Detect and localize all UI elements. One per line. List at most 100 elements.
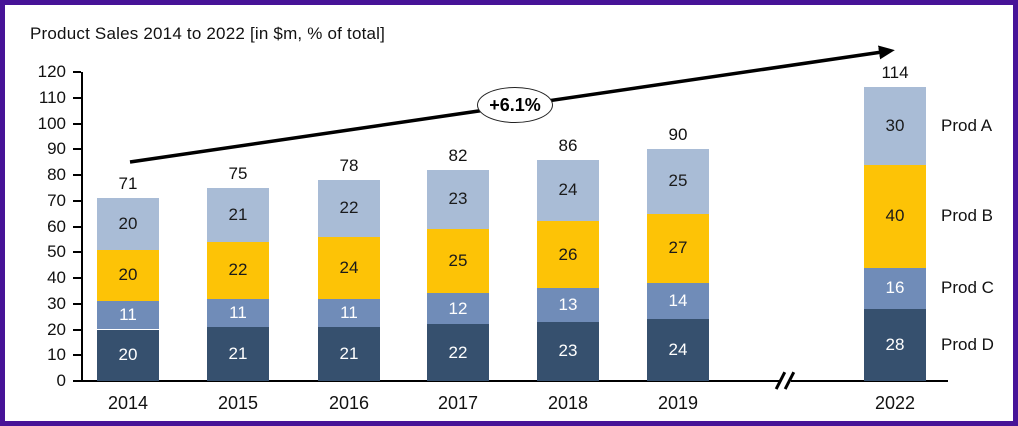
bar-segment-prod-b: 40: [864, 164, 926, 268]
growth-annotation: +6.1%: [477, 87, 553, 123]
bar-segment-prod-d: 28: [864, 308, 926, 381]
x-axis-label: 2019: [657, 393, 699, 413]
legend-label-prod-b: Prod B: [941, 206, 993, 226]
total-label: 78: [339, 156, 359, 176]
segment-value: 21: [228, 343, 248, 363]
bar-segment-prod-b: 26: [537, 221, 599, 289]
segment-value: 23: [448, 189, 468, 209]
bar-segment-prod-a: 22: [318, 180, 380, 237]
y-tick-mark: [73, 277, 81, 279]
x-axis-label: 2017: [437, 393, 479, 413]
segment-value: 24: [558, 180, 578, 200]
total-label: 71: [118, 174, 138, 194]
y-tick-mark: [73, 302, 81, 305]
total-label: 75: [228, 163, 248, 183]
x-axis-line: [81, 380, 948, 382]
legend-label-prod-a: Prod A: [941, 116, 993, 136]
legend-label-prod-c: Prod C: [941, 278, 994, 298]
segment-value: 13: [558, 295, 578, 315]
segment-value: 22: [339, 198, 359, 218]
segment-value: 21: [339, 343, 359, 363]
x-axis-label: 2018: [547, 393, 589, 413]
segment-value: 20: [118, 213, 138, 233]
total-label: 114: [881, 63, 909, 83]
x-axis-label: 2015: [217, 393, 259, 413]
y-tick-label: 30: [47, 293, 66, 313]
bar-segment-prod-a: 24: [537, 159, 599, 222]
bar-segment-prod-d: 21: [318, 326, 380, 381]
y-tick-mark: [73, 251, 81, 254]
segment-value: 20: [118, 345, 138, 365]
bar-segment-prod-d: 24: [647, 319, 709, 381]
y-tick-label: 100: [37, 113, 66, 133]
axis-break-gap: [780, 376, 791, 387]
y-tick-mark: [73, 354, 81, 357]
bar-segment-prod-c: 12: [427, 293, 489, 325]
bar-segment-prod-c: 16: [864, 267, 926, 309]
total-label: 86: [558, 135, 578, 155]
y-tick-label: 120: [37, 62, 66, 81]
segment-value: 27: [668, 238, 688, 258]
bar-segment-prod-a: 20: [97, 198, 159, 250]
y-tick-mark: [73, 71, 81, 73]
segment-value: 24: [668, 340, 688, 360]
bar-segment-prod-d: 21: [207, 326, 269, 381]
y-tick-mark: [73, 148, 81, 151]
y-tick-label: 20: [47, 319, 66, 339]
segment-value: 28: [885, 334, 905, 354]
total-label: 82: [448, 145, 468, 165]
segment-value: 40: [885, 206, 905, 226]
x-axis-label: 2016: [328, 393, 370, 413]
y-tick-label: 40: [47, 268, 66, 287]
total-label: 90: [668, 125, 688, 145]
bar-segment-prod-a: 30: [864, 87, 926, 165]
y-tick-mark: [73, 380, 81, 382]
y-tick-label: 80: [47, 165, 66, 184]
y-tick-label: 90: [47, 139, 66, 159]
y-tick-label: 110: [38, 87, 66, 107]
segment-value: 22: [228, 260, 248, 280]
segment-value: 12: [448, 298, 468, 318]
segment-value: 11: [229, 302, 247, 322]
segment-value: 16: [885, 278, 905, 298]
segment-value: 25: [448, 251, 468, 271]
segment-value: 24: [339, 257, 359, 277]
bar-segment-prod-c: 13: [537, 288, 599, 322]
bar-segment-prod-c: 14: [647, 283, 709, 320]
bar-segment-prod-d: 23: [537, 321, 599, 381]
segment-value: 25: [668, 171, 688, 191]
y-tick-label: 70: [47, 190, 66, 210]
y-tick-mark: [73, 174, 81, 176]
x-axis-label: 2022: [874, 393, 916, 413]
bar-segment-prod-a: 23: [427, 169, 489, 230]
growth-label: +6.1%: [489, 94, 541, 115]
y-tick-label: 60: [47, 216, 66, 236]
segment-value: 11: [119, 305, 137, 325]
segment-value: 22: [448, 342, 468, 362]
y-tick-label: 10: [47, 345, 66, 365]
bar-segment-prod-b: 25: [427, 229, 489, 294]
y-tick-mark: [73, 225, 81, 228]
segment-value: 23: [558, 341, 578, 361]
bar-segment-prod-d: 20: [97, 329, 159, 381]
y-axis-line: [81, 72, 83, 382]
bar-segment-prod-b: 22: [207, 241, 269, 299]
y-tick-mark: [73, 122, 81, 125]
bar-segment-prod-a: 25: [647, 149, 709, 214]
bar-segment-prod-c: 11: [97, 301, 159, 330]
bar-segment-prod-d: 22: [427, 324, 489, 381]
y-tick-label: 50: [47, 242, 66, 262]
segment-value: 20: [118, 265, 138, 285]
x-axis-label: 2014: [107, 393, 149, 413]
chart-title: Product Sales 2014 to 2022 [in $m, % of …: [30, 24, 386, 43]
legend-label-prod-d: Prod D: [941, 334, 994, 354]
segment-value: 30: [885, 116, 905, 136]
segment-value: 26: [558, 244, 578, 264]
y-tick-mark: [73, 328, 81, 331]
y-tick-mark: [73, 96, 81, 99]
y-tick-label: 0: [56, 371, 66, 390]
y-tick-mark: [73, 199, 81, 202]
segment-value: 14: [668, 291, 688, 311]
